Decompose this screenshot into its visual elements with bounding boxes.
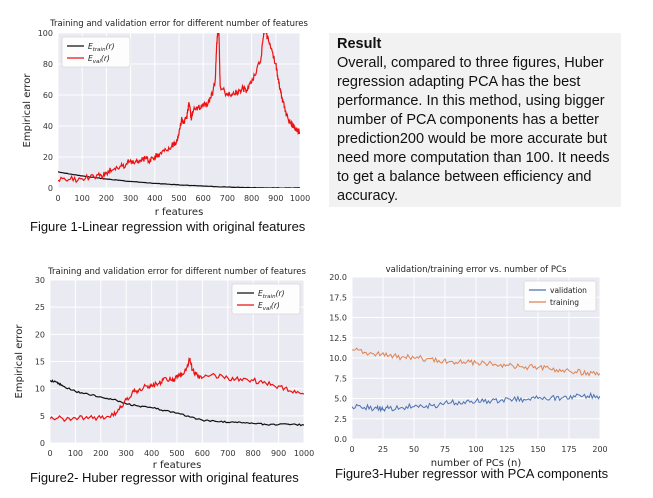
y-tick-label: 5 xyxy=(40,412,45,421)
x-tick-label: 0 xyxy=(47,449,52,458)
result-title: Result xyxy=(337,36,382,52)
x-tick-label: 700 xyxy=(220,194,235,203)
legend-label: validation xyxy=(550,286,587,295)
x-tick-label: 800 xyxy=(244,194,259,203)
legend-box xyxy=(231,283,301,315)
caption-figure-2: Figure2- Huber regressor with original f… xyxy=(30,470,299,485)
y-tick-label: 20 xyxy=(35,330,45,339)
series-line-first xyxy=(352,391,600,413)
chart-figure-1: 0 100 200 300 400 500 600 700 800 900 1000 0 20 40 60 8… xyxy=(22,19,310,218)
x-tick-label: 700 xyxy=(220,449,235,458)
x-tick-label: 600 xyxy=(196,194,211,203)
x-tick-label: 75 xyxy=(440,445,450,454)
x-tick-label: 100 xyxy=(468,445,483,454)
y-tick-label: 25 xyxy=(35,303,45,312)
x-tick-label: 100 xyxy=(68,449,83,458)
legend-label: Etrain(r) xyxy=(88,42,115,53)
x-tick-label: 400 xyxy=(147,194,162,203)
chart-figure-3: 0 25 50 75 100 125 150 175 200 0.0 2.5 5.0 7.5 10.0 12… xyxy=(329,265,607,469)
x-tick-label: 300 xyxy=(123,194,138,203)
y-tick-label: 15 xyxy=(35,358,45,367)
x-tick-label: 1000 xyxy=(290,194,310,203)
series-line-first xyxy=(58,171,300,188)
x-axis-label: r features xyxy=(155,207,204,218)
legend-label: Eval(r) xyxy=(88,54,110,65)
y-tick-label: 2.5 xyxy=(334,415,347,424)
y-tick-label: 0 xyxy=(48,184,53,193)
x-tick-label: 175 xyxy=(561,445,576,454)
y-tick-label: 0.0 xyxy=(334,435,347,444)
x-tick-label: 400 xyxy=(144,449,159,458)
x-tick-label: 200 xyxy=(99,194,114,203)
caption-figure-3: Figure3-Huber regressor with PCA compone… xyxy=(335,466,609,481)
chart-title: Training and validation error for differ… xyxy=(49,19,308,29)
x-tick-label: 125 xyxy=(499,445,514,454)
legend-label: training xyxy=(550,298,579,307)
x-tick-label: 50 xyxy=(409,445,419,454)
x-tick-label: 100 xyxy=(75,194,90,203)
chart-title: Training and validation error for differ… xyxy=(47,267,306,277)
legend-label: Eval(r) xyxy=(258,301,280,312)
y-tick-label: 12.5 xyxy=(329,334,347,343)
y-tick-label: 40 xyxy=(43,122,53,131)
legend-box xyxy=(61,36,131,68)
x-tick-label: 200 xyxy=(93,449,108,458)
y-axis-label: Empirical error xyxy=(14,324,25,399)
series-line-second xyxy=(352,347,600,377)
x-tick-label: 900 xyxy=(271,449,286,458)
y-tick-label: 20 xyxy=(43,153,53,162)
y-tick-label: 17.5 xyxy=(329,293,347,302)
x-axis-label: number of PCs (n) xyxy=(431,458,522,469)
y-tick-label: 0 xyxy=(40,439,45,448)
x-tick-label: 300 xyxy=(119,449,134,458)
x-tick-label: 200 xyxy=(592,445,607,454)
y-tick-label: 7.5 xyxy=(334,374,347,383)
y-tick-label: 30 xyxy=(35,276,45,285)
x-tick-label: 150 xyxy=(530,445,545,454)
x-tick-label: 900 xyxy=(268,194,283,203)
x-tick-label: 0 xyxy=(349,445,354,454)
y-tick-label: 20.0 xyxy=(329,273,347,282)
x-tick-label: 25 xyxy=(378,445,388,454)
y-tick-label: 5.0 xyxy=(334,395,347,404)
legend-label: Etrain(r) xyxy=(258,289,285,300)
series-line-second xyxy=(50,356,304,423)
x-tick-label: 800 xyxy=(246,449,261,458)
chart-figure-2: 0 100 200 300 400 500 600 700 800 900 1000 0 5 10 15 20… xyxy=(14,267,314,471)
x-axis-label: r features xyxy=(153,460,202,471)
x-tick-label: 500 xyxy=(169,449,184,458)
result-panel: Result Overall, compared to three figure… xyxy=(329,33,621,207)
x-tick-label: 1000 xyxy=(294,449,314,458)
legend-box xyxy=(523,280,597,312)
x-tick-label: 0 xyxy=(55,194,60,203)
chart-title: validation/training error vs. number of … xyxy=(386,265,567,275)
y-tick-label: 10.0 xyxy=(329,354,347,363)
caption-figure-1: Figure 1-Linear regression with original… xyxy=(30,219,306,234)
y-tick-label: 15.0 xyxy=(329,314,347,323)
y-tick-label: 60 xyxy=(43,91,53,100)
y-tick-label: 100 xyxy=(38,29,53,38)
result-text: Overall, compared to three figures, Hube… xyxy=(337,55,610,204)
series-line-second xyxy=(58,33,300,184)
x-tick-label: 500 xyxy=(171,194,186,203)
x-tick-label: 600 xyxy=(195,449,210,458)
series-line-first xyxy=(50,379,304,427)
y-axis-label: Empirical error xyxy=(22,73,33,148)
y-tick-label: 10 xyxy=(35,385,45,394)
y-tick-label: 80 xyxy=(43,60,53,69)
